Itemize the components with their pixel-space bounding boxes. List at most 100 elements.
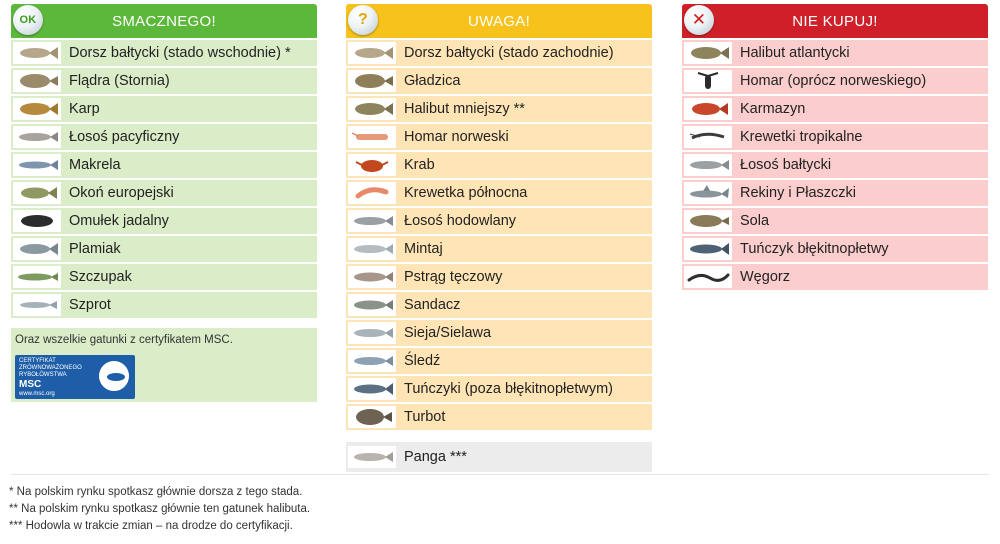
msc-logo-line: CERTYFIKAT bbox=[19, 358, 56, 364]
list-item: Śledź bbox=[346, 348, 652, 374]
list-item: Mintaj bbox=[346, 236, 652, 262]
salmon-icon bbox=[348, 210, 396, 232]
list-item: Homar norweski bbox=[346, 124, 652, 150]
caution-header-title: UWAGA! bbox=[467, 12, 531, 30]
list-item-label: Sieja/Sielawa bbox=[404, 325, 492, 341]
list-item: Pstrąg tęczowy bbox=[346, 264, 652, 290]
list-item: Tuńczyk błękitnopłetwy bbox=[682, 236, 988, 262]
msc-logo-line: ZRÓWNOWAŻONEGO bbox=[19, 365, 82, 371]
list-item-label: Łosoś hodowlany bbox=[404, 213, 517, 229]
caution-list: Dorsz bałtycki (stado zachodnie) Gładzic… bbox=[346, 40, 652, 472]
list-item-label: Halibut mniejszy ** bbox=[404, 101, 525, 117]
list-item: Omułek jadalny bbox=[11, 208, 317, 234]
list-item: Plamiak bbox=[11, 236, 317, 262]
recommended-header: OK SMACZNEGO! bbox=[11, 4, 317, 38]
carp-icon bbox=[13, 98, 61, 120]
list-item: Węgorz bbox=[682, 264, 988, 290]
footnote: ** Na polskim rynku spotkasz głównie ten… bbox=[9, 503, 311, 515]
list-item: Łosoś hodowlany bbox=[346, 208, 652, 234]
list-item-label: Krewetka północna bbox=[404, 185, 528, 201]
list-item-label: Rekiny i Płaszczki bbox=[740, 185, 857, 201]
halibut-icon bbox=[348, 98, 396, 120]
list-item-label: Pstrąg tęczowy bbox=[404, 269, 503, 285]
sprat-icon bbox=[13, 294, 61, 316]
list-item: Dorsz bałtycki (stado zachodnie) bbox=[346, 40, 652, 66]
eel-icon bbox=[684, 266, 732, 288]
list-item: Rekiny i Płaszczki bbox=[682, 180, 988, 206]
msc-note-box: Oraz wszelkie gatunki z certyfikatem MSC… bbox=[11, 328, 317, 402]
recommended-column: OK SMACZNEGO! Dorsz bałtycki (stado wsch… bbox=[11, 4, 317, 402]
list-item: Szprot bbox=[11, 292, 317, 318]
list-item-label: Sandacz bbox=[404, 297, 461, 313]
flounder-icon bbox=[13, 70, 61, 92]
list-item-label: Tuńczyki (poza błękitnopłetwym) bbox=[404, 381, 613, 397]
list-item-label: Makrela bbox=[69, 157, 121, 173]
salmon-icon bbox=[684, 154, 732, 176]
avoid-list: Halibut atlantycki Homar (oprócz norwesk… bbox=[682, 40, 988, 290]
list-item: Karmazyn bbox=[682, 96, 988, 122]
msc-logo-line: RYBOŁÓWSTWA bbox=[19, 372, 67, 378]
lobster-icon bbox=[684, 70, 732, 92]
list-item: Halibut mniejszy ** bbox=[346, 96, 652, 122]
list-item: Tuńczyki (poza błękitnopłetwym) bbox=[346, 376, 652, 402]
list-item-label: Krab bbox=[404, 157, 435, 173]
list-item: Łosoś bałtycki bbox=[682, 152, 988, 178]
list-item-label: Turbot bbox=[404, 409, 446, 425]
list-item: Homar (oprócz norweskiego) bbox=[682, 68, 988, 94]
halibut-icon bbox=[684, 42, 732, 64]
plaice-icon bbox=[348, 70, 396, 92]
list-item: Krab bbox=[346, 152, 652, 178]
list-item: Sandacz bbox=[346, 292, 652, 318]
tuna-icon bbox=[348, 378, 396, 400]
msc-logo-title: MSC bbox=[19, 379, 42, 390]
list-item-label: Mintaj bbox=[404, 241, 443, 257]
list-item-label: Dorsz bałtycki (stado wschodnie) * bbox=[69, 45, 291, 61]
tropical-shrimp-icon bbox=[684, 126, 732, 148]
list-item: Krewetki tropikalne bbox=[682, 124, 988, 150]
list-item: Sola bbox=[682, 208, 988, 234]
ok-badge-icon: OK bbox=[13, 5, 43, 35]
avoid-column: ✕ NIE KUPUJ! Halibut atlantycki Homar (o… bbox=[682, 4, 988, 292]
recommended-list: Dorsz bałtycki (stado wschodnie) * Flądr… bbox=[11, 40, 317, 318]
list-item-label: Łosoś bałtycki bbox=[740, 157, 832, 173]
list-item: Szczupak bbox=[11, 264, 317, 290]
mussel-icon bbox=[13, 210, 61, 232]
msc-note-text: Oraz wszelkie gatunki z certyfikatem MSC… bbox=[15, 334, 233, 346]
salmon-icon bbox=[13, 126, 61, 148]
list-item-label: Sola bbox=[740, 213, 770, 229]
list-item-label: Panga *** bbox=[404, 449, 467, 465]
list-item-label: Plamiak bbox=[69, 241, 121, 257]
langoustine-icon bbox=[348, 126, 396, 148]
trout-icon bbox=[348, 266, 396, 288]
pangasius-icon bbox=[348, 446, 396, 468]
list-item: Makrela bbox=[11, 152, 317, 178]
perch-icon bbox=[13, 182, 61, 204]
list-item: Krewetka północna bbox=[346, 180, 652, 206]
list-item: Gładzica bbox=[346, 68, 652, 94]
footnote: * Na polskim rynku spotkasz głównie dors… bbox=[9, 486, 303, 498]
footnote: *** Hodowla w trakcie zmian – na drodze … bbox=[9, 520, 293, 532]
list-item-label: Homar (oprócz norweskiego) bbox=[740, 73, 927, 89]
msc-logo: CERTYFIKAT ZRÓWNOWAŻONEGO RYBOŁÓWSTWA MS… bbox=[15, 355, 135, 399]
haddock-icon bbox=[13, 238, 61, 260]
recommended-header-title: SMACZNEGO! bbox=[112, 12, 216, 30]
list-item: Sieja/Sielawa bbox=[346, 320, 652, 346]
list-item-label: Homar norweski bbox=[404, 129, 509, 145]
whitefish-icon bbox=[348, 322, 396, 344]
avoid-header: ✕ NIE KUPUJ! bbox=[682, 4, 988, 38]
cod-fish-icon bbox=[348, 42, 396, 64]
list-item: Karp bbox=[11, 96, 317, 122]
list-item-label: Krewetki tropikalne bbox=[740, 129, 863, 145]
list-item-label: Karp bbox=[69, 101, 100, 117]
list-item-label: Gładzica bbox=[404, 73, 461, 89]
list-item-label: Dorsz bałtycki (stado zachodnie) bbox=[404, 45, 614, 61]
list-item: Okoń europejski bbox=[11, 180, 317, 206]
list-item-label: Flądra (Stornia) bbox=[69, 73, 170, 89]
list-item-label: Węgorz bbox=[740, 269, 790, 285]
list-item-label: Szprot bbox=[69, 297, 111, 313]
list-item-label: Halibut atlantycki bbox=[740, 45, 850, 61]
mackerel-icon bbox=[13, 154, 61, 176]
msc-fish-emblem-icon bbox=[97, 359, 131, 393]
herring-icon bbox=[348, 350, 396, 372]
crab-icon bbox=[348, 154, 396, 176]
